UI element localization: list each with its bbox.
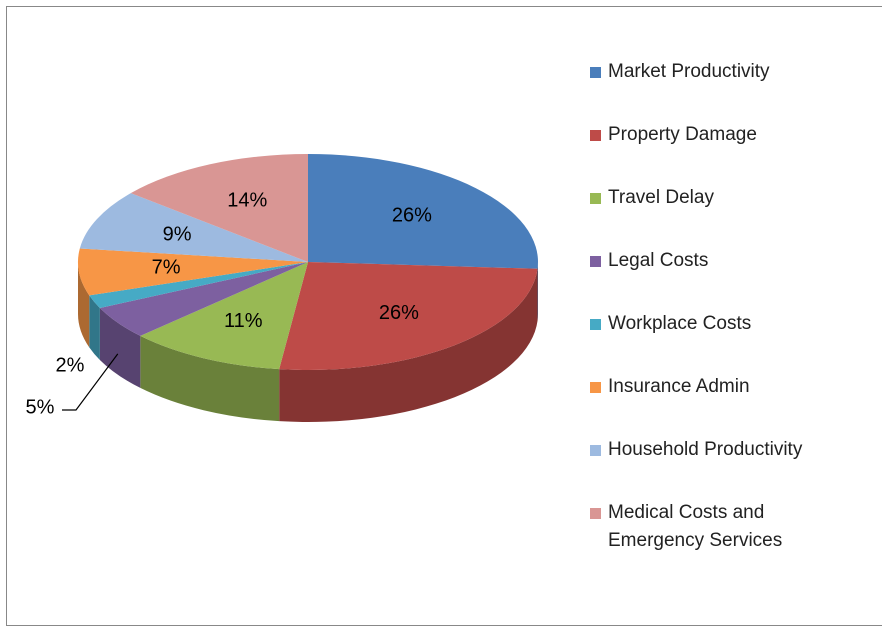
- legend-label: Household Productivity: [608, 436, 848, 464]
- legend-item: Travel Delay: [590, 184, 860, 247]
- legend-swatch: [590, 319, 601, 330]
- legend-item: Household Productivity: [590, 436, 860, 499]
- data-label: 26%: [379, 302, 419, 324]
- legend-label: Legal Costs: [608, 247, 848, 275]
- legend-item: Property Damage: [590, 121, 860, 184]
- legend-item: Insurance Admin: [590, 373, 860, 436]
- legend-label: Workplace Costs: [608, 310, 848, 338]
- chart: 26% 26% 11% 5%2% 7% 9% 14% Market Productivity…: [0, 0, 882, 595]
- legend-swatch: [590, 256, 601, 267]
- legend-swatch: [590, 445, 601, 456]
- data-label: 7%: [152, 257, 181, 279]
- legend-item: Medical Costs and Emergency Services: [590, 499, 860, 562]
- legend-label: Property Damage: [608, 121, 848, 149]
- legend-swatch: [590, 67, 601, 78]
- data-label: 11%: [224, 310, 263, 332]
- data-label: 14%: [227, 190, 267, 212]
- data-label: 26%: [392, 204, 432, 226]
- legend-item: Workplace Costs: [590, 310, 860, 373]
- legend-label: Travel Delay: [608, 184, 848, 212]
- legend-item: Market Productivity: [590, 58, 860, 121]
- legend-label: Market Productivity: [608, 58, 848, 86]
- pie-area: 26% 26% 11% 5%2% 7% 9% 14%: [0, 0, 590, 595]
- data-label: 5%: [26, 396, 55, 418]
- data-label: 2%: [56, 354, 85, 376]
- legend: Market Productivity Property Damage Travel…: [590, 58, 860, 562]
- legend-label: Medical Costs and Emergency Services: [608, 499, 848, 555]
- data-label: 9%: [163, 224, 192, 246]
- legend-swatch: [590, 508, 601, 519]
- legend-swatch: [590, 193, 601, 204]
- legend-label: Insurance Admin: [608, 373, 848, 401]
- legend-swatch: [590, 130, 601, 141]
- legend-item: Legal Costs: [590, 247, 860, 310]
- legend-swatch: [590, 382, 601, 393]
